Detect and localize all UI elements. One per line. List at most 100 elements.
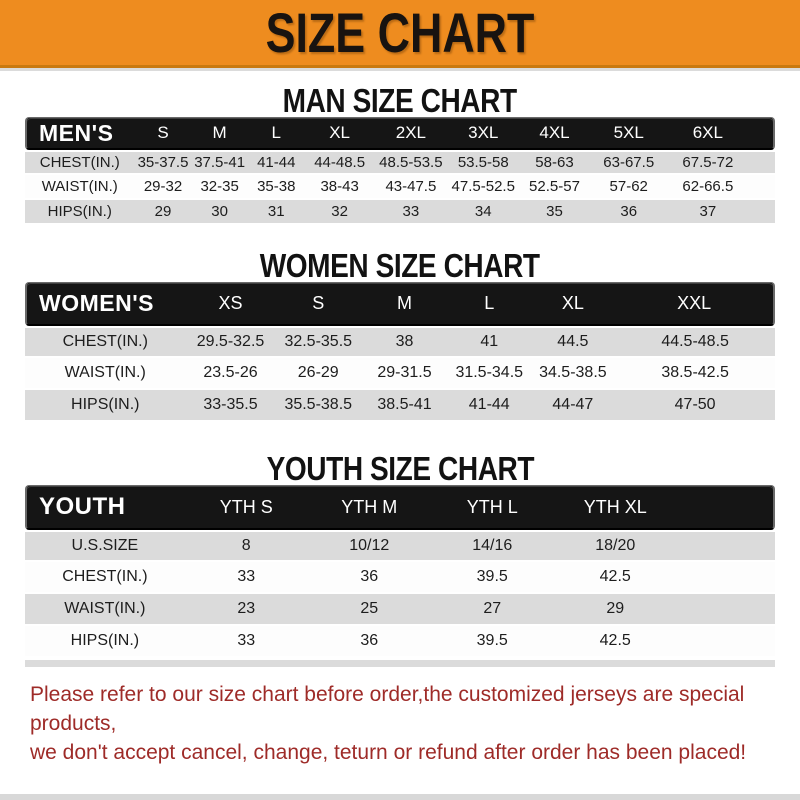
size-column-header: S — [275, 282, 361, 326]
size-table-header-row: MEN'S S M L XL 2XL 3XL 4XL 5XL 6XL — [25, 117, 775, 150]
spacer-cell — [676, 485, 775, 530]
youth-size-table: YOUTH YTH S YTH M YTH L YTH XL U.S.SIZE 8 10/12… — [25, 485, 775, 658]
row-label: CHEST(IN.) — [25, 326, 186, 358]
section-youth: YOUTH SIZE CHART YOUTH YTH S YTH M YTH L YTH… — [0, 452, 800, 667]
size-column-header: XL — [304, 117, 375, 150]
size-value-cell: 29 — [134, 200, 192, 225]
size-column-header: S — [134, 117, 192, 150]
measurement-row: CHEST(IN.) 29.5-32.5 32.5-35.5 38 41 44.5 44.5… — [25, 326, 775, 358]
footer-line-1: Please refer to our size chart before or… — [30, 683, 745, 735]
size-table-header-row: WOMEN'S XS S M L XL XXL — [25, 282, 775, 326]
youth-table-bottom-strip — [25, 660, 775, 667]
size-value-cell: 31 — [247, 200, 305, 225]
table-title-cell: YOUTH — [25, 485, 185, 530]
row-label: HIPS(IN.) — [25, 390, 186, 422]
men-section-heading: MAN SIZE CHART — [0, 84, 800, 117]
size-value-cell: 30 — [191, 200, 248, 225]
size-value-cell: 41 — [448, 326, 531, 358]
size-value-cell: 14/16 — [430, 530, 554, 562]
section-men: MAN SIZE CHART MEN'S S M L XL 2XL 3XL 4XL 5XL 6XL… — [0, 84, 800, 225]
size-value-cell: 32.5-35.5 — [275, 326, 361, 358]
banner: SIZE CHART — [0, 0, 800, 68]
row-label: HIPS(IN.) — [25, 200, 135, 225]
size-column-header: 6XL — [667, 117, 748, 150]
size-table-header-row: YOUTH YTH S YTH M YTH L YTH XL — [25, 485, 775, 530]
table-title-cell: WOMEN'S — [25, 282, 186, 326]
size-column-header: M — [191, 117, 248, 150]
size-value-cell: 38-43 — [304, 175, 375, 200]
spacer-cell — [747, 200, 775, 225]
size-value-cell: 58-63 — [519, 150, 590, 175]
size-value-cell: 29 — [553, 594, 677, 626]
size-value-cell: 29.5-32.5 — [185, 326, 276, 358]
size-value-cell: 39.5 — [430, 562, 554, 594]
table-title-cell: MEN'S — [25, 117, 135, 150]
footer-note: Please refer to our size chart before or… — [0, 680, 800, 767]
row-label: WAIST(IN.) — [25, 594, 185, 626]
size-value-cell: 53.5-58 — [447, 150, 520, 175]
size-value-cell: 47.5-52.5 — [447, 175, 520, 200]
size-value-cell: 35-38 — [247, 175, 305, 200]
size-value-cell: 25 — [307, 594, 431, 626]
size-column-header: 2XL — [374, 117, 448, 150]
size-value-cell: 62-66.5 — [667, 175, 748, 200]
row-label: WAIST(IN.) — [25, 358, 186, 390]
youth-section-heading-text: YOUTH SIZE CHART — [266, 450, 534, 487]
size-column-header: L — [247, 117, 305, 150]
measurement-row: U.S.SIZE 8 10/12 14/16 18/20 — [25, 530, 775, 562]
spacer-cell — [676, 626, 775, 658]
size-value-cell: 29-31.5 — [361, 358, 448, 390]
size-value-cell: 33 — [184, 562, 308, 594]
size-value-cell: 41-44 — [448, 390, 531, 422]
women-section-heading-text: WOMEN SIZE CHART — [260, 247, 540, 284]
size-value-cell: 18/20 — [553, 530, 677, 562]
size-value-cell: 48.5-53.5 — [374, 150, 448, 175]
size-value-cell: 8 — [184, 530, 308, 562]
banner-title: SIZE CHART — [265, 0, 535, 64]
size-value-cell: 47-50 — [615, 390, 775, 422]
size-value-cell: 35.5-38.5 — [275, 390, 361, 422]
measurement-row: CHEST(IN.) 33 36 39.5 42.5 — [25, 562, 775, 594]
spacer-cell — [747, 150, 775, 175]
size-column-header: M — [361, 282, 448, 326]
size-value-cell: 67.5-72 — [667, 150, 748, 175]
size-value-cell: 52.5-57 — [519, 175, 590, 200]
measurement-row: HIPS(IN.) 29 30 31 32 33 34 35 36 37 — [25, 200, 775, 225]
size-value-cell: 38.5-42.5 — [615, 358, 775, 390]
size-value-cell: 41-44 — [247, 150, 305, 175]
size-value-cell: 26-29 — [275, 358, 361, 390]
size-value-cell: 10/12 — [307, 530, 431, 562]
size-value-cell: 33-35.5 — [185, 390, 276, 422]
row-label: U.S.SIZE — [25, 530, 185, 562]
size-value-cell: 34 — [447, 200, 520, 225]
measurement-row: WAIST(IN.) 23.5-26 26-29 29-31.5 31.5-34.5 34… — [25, 358, 775, 390]
size-value-cell: 31.5-34.5 — [448, 358, 531, 390]
spacer-cell — [676, 562, 775, 594]
size-value-cell: 44.5 — [530, 326, 616, 358]
row-label: WAIST(IN.) — [25, 175, 135, 200]
size-value-cell: 38 — [361, 326, 448, 358]
size-value-cell: 43-47.5 — [374, 175, 448, 200]
measurement-row: CHEST(IN.) 35-37.5 37.5-41 41-44 44-48.5 48.5… — [25, 150, 775, 175]
size-value-cell: 36 — [307, 626, 431, 658]
size-column-header: YTH XL — [553, 485, 677, 530]
size-value-cell: 32-35 — [191, 175, 248, 200]
size-value-cell: 57-62 — [589, 175, 668, 200]
size-value-cell: 23.5-26 — [185, 358, 276, 390]
size-value-cell: 44.5-48.5 — [615, 326, 775, 358]
size-column-header: XXL — [615, 282, 775, 326]
size-value-cell: 32 — [304, 200, 375, 225]
size-value-cell: 35-37.5 — [134, 150, 192, 175]
youth-section-heading: YOUTH SIZE CHART — [0, 452, 800, 485]
size-value-cell: 33 — [184, 626, 308, 658]
size-value-cell: 38.5-41 — [361, 390, 448, 422]
spacer-cell — [747, 175, 775, 200]
size-value-cell: 34.5-38.5 — [530, 358, 616, 390]
size-column-header: 5XL — [589, 117, 668, 150]
size-value-cell: 37.5-41 — [191, 150, 248, 175]
size-value-cell: 29-32 — [134, 175, 192, 200]
spacer-cell — [676, 594, 775, 626]
size-column-header: L — [448, 282, 531, 326]
size-value-cell: 44-47 — [530, 390, 616, 422]
